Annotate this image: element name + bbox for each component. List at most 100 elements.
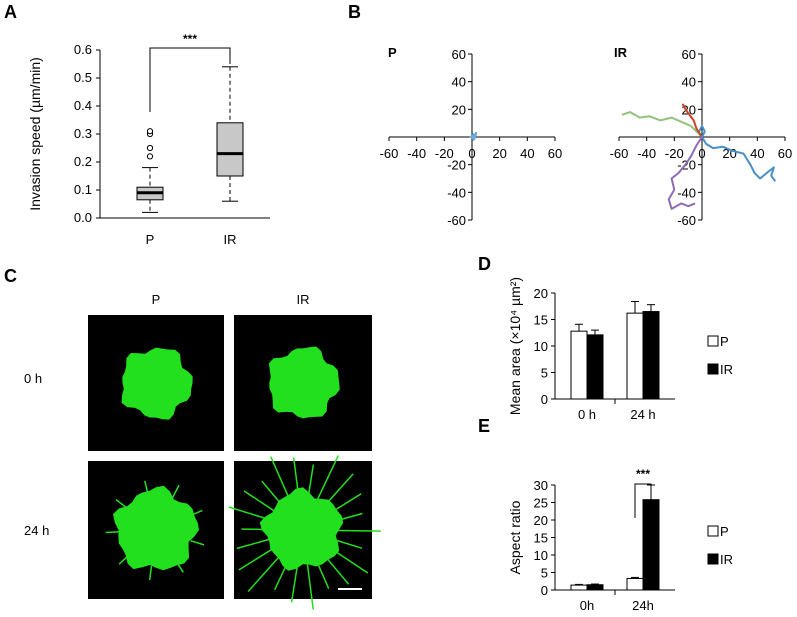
y-tick-label: 10 (534, 339, 548, 354)
x-tick-label: P (146, 232, 155, 247)
legend-swatch (707, 335, 719, 347)
x-tick-label: -20 (665, 146, 684, 161)
y-tick-label: -60 (447, 213, 466, 228)
y-tick-label: 5 (541, 366, 548, 381)
y-tick-label: 0.3 (74, 126, 92, 141)
column-label: P (152, 292, 161, 307)
y-tick-label: 0.5 (74, 70, 92, 85)
invasion-spike (105, 531, 120, 534)
y-axis-title: Invasion speed (µm/min) (27, 57, 43, 211)
y-tick-label: -40 (447, 185, 466, 200)
invasion-spike (189, 509, 203, 517)
y-tick-label: 0.4 (74, 98, 92, 113)
y-tick-label: 30 (534, 478, 548, 493)
invasion-spike (148, 565, 153, 581)
bar-chart-aspect-ratio: 0 5 10 15 20 25 30 Aspect ratio 0h 24h P IR *** (507, 467, 733, 613)
panel-letter-d: D (478, 254, 491, 274)
invasion-spike (247, 555, 281, 592)
panel-letter-a: A (4, 2, 17, 22)
spheroid-shape (113, 485, 199, 571)
x-tick-label: 0h (580, 598, 594, 613)
y-tick-label: 0 (541, 392, 548, 407)
row-label: 0 h (24, 371, 42, 386)
row-label: 24 h (24, 523, 49, 538)
spheroid-images: P IR 0 h 24 h (24, 292, 381, 610)
y-tick-label: 40 (452, 75, 466, 90)
boxplot-invasion-speed: 0.0 0.1 0.2 0.3 0.4 0.5 0.6 Invasion speed (µm/… (27, 32, 270, 247)
bar (626, 577, 644, 591)
invasion-spike (115, 498, 128, 509)
trajectory-line (667, 136, 703, 210)
legend-swatch (707, 363, 719, 375)
spheroid-shape (268, 346, 340, 419)
invasion-spike (270, 456, 290, 499)
bar (642, 499, 660, 591)
x-tick-label: 60 (778, 146, 792, 161)
y-tick-label: 10 (534, 548, 548, 563)
invasion-spike (332, 493, 362, 513)
invasion-spike (292, 457, 300, 496)
trajectory-line (469, 131, 478, 141)
y-tick-label: 0.6 (74, 42, 92, 57)
outlier-point (146, 153, 154, 160)
legend-label: P (720, 524, 729, 539)
x-tick-label: 60 (548, 146, 562, 161)
x-tick-label: 24 h (630, 407, 655, 422)
invasion-spike (336, 512, 363, 522)
invasion-spike (243, 490, 275, 512)
invasion-spike (144, 480, 149, 495)
x-tick-label: 40 (750, 146, 764, 161)
panel-letter-e: E (478, 416, 490, 436)
legend-label: IR (720, 362, 733, 377)
y-tick-label: 5 (541, 566, 548, 581)
invasion-spike (228, 506, 271, 521)
y-tick-label: 15 (534, 313, 548, 328)
invasion-spike (306, 564, 314, 610)
box (216, 122, 244, 177)
invasion-spike (307, 464, 315, 496)
y-tick-label: 40 (682, 75, 696, 90)
y-tick-label: -40 (677, 185, 696, 200)
y-axis-title: Aspect ratio (507, 500, 523, 574)
invasion-spike (335, 539, 363, 549)
invasion-spike (273, 560, 289, 591)
y-tick-label: 20 (534, 513, 548, 528)
x-tick-label: -40 (637, 146, 656, 161)
panel-letter-c: C (4, 266, 17, 286)
invasion-spike (190, 539, 205, 546)
x-tick-label: 0 h (578, 407, 596, 422)
x-tick-label: -60 (610, 146, 629, 161)
invasion-spike (316, 561, 330, 589)
invasion-spike (261, 480, 282, 504)
invasion-spike (337, 529, 381, 532)
x-tick-label: 20 (722, 146, 736, 161)
invasion-spike (236, 538, 270, 550)
y-tick-label: 15 (534, 531, 548, 546)
bar (586, 334, 604, 400)
bar (570, 584, 588, 591)
trajectory-line (621, 111, 703, 138)
spheroid-shape (259, 487, 344, 571)
x-tick-label: IR (224, 232, 237, 247)
x-tick-label: 40 (520, 146, 534, 161)
significance-bracket (149, 47, 231, 112)
x-tick-label: 0 (698, 146, 705, 161)
x-tick-label: -40 (407, 146, 426, 161)
invasion-spike (174, 560, 184, 573)
y-tick-label: 60 (682, 47, 696, 62)
x-tick-label: -60 (380, 146, 399, 161)
significance-label: *** (636, 467, 650, 481)
x-tick-label: 20 (492, 146, 506, 161)
outlier-point (146, 128, 154, 135)
bar (586, 584, 604, 591)
invasion-spike (238, 547, 274, 571)
trajectory-line (681, 103, 703, 138)
trajectory-line (701, 136, 777, 182)
trajectory-line (698, 124, 706, 138)
invasion-spike (324, 556, 350, 585)
legend-swatch (707, 553, 719, 565)
invasion-spike (171, 484, 180, 499)
